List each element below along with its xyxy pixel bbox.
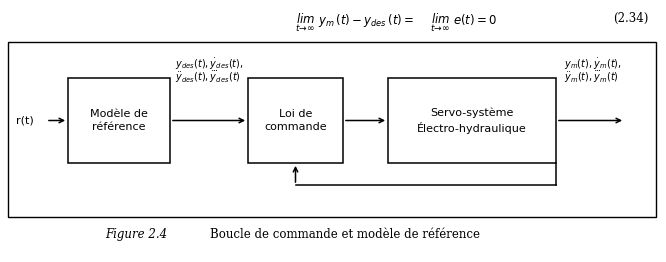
Text: r(t): r(t)	[16, 116, 34, 125]
Text: Modèle de
référence: Modèle de référence	[90, 109, 148, 132]
Text: $e(t) = 0$: $e(t) = 0$	[453, 12, 497, 27]
Text: $y_m(t),\dot{y}_m(t),$: $y_m(t),\dot{y}_m(t),$	[564, 57, 622, 72]
Bar	[8, 42, 656, 217]
Text: Figure 2.4: Figure 2.4	[105, 228, 167, 241]
Text: $y_m\,(t) - y_{des}\,(t) =$: $y_m\,(t) - y_{des}\,(t) =$	[318, 12, 414, 29]
Text: $\mathit{lim}$: $\mathit{lim}$	[296, 12, 315, 26]
Bar	[68, 78, 170, 163]
Bar	[248, 78, 343, 163]
Text: $t\!\rightarrow\!\infty$: $t\!\rightarrow\!\infty$	[295, 22, 315, 33]
Text: Loi de
commande: Loi de commande	[264, 109, 327, 132]
Text: $\mathit{lim}$: $\mathit{lim}$	[431, 12, 450, 26]
Text: $t\!\rightarrow\!\infty$: $t\!\rightarrow\!\infty$	[430, 22, 450, 33]
Text: Servo-système
Électro-hydraulique: Servo-système Électro-hydraulique	[417, 107, 527, 134]
Text: $\ddot{y}_m(t),\dddot{y}_m(t)$: $\ddot{y}_m(t),\dddot{y}_m(t)$	[564, 69, 619, 85]
Text: Boucle de commande et modèle de référence: Boucle de commande et modèle de référenc…	[210, 228, 480, 241]
Text: $\ddot{y}_{des}(t),\dddot{y}_{des}(t)$: $\ddot{y}_{des}(t),\dddot{y}_{des}(t)$	[175, 69, 240, 85]
Text: (2.34): (2.34)	[613, 12, 648, 25]
Text: $y_{des}(t),\dot{y}_{des}(t),$: $y_{des}(t),\dot{y}_{des}(t),$	[175, 57, 244, 72]
Bar	[388, 78, 556, 163]
